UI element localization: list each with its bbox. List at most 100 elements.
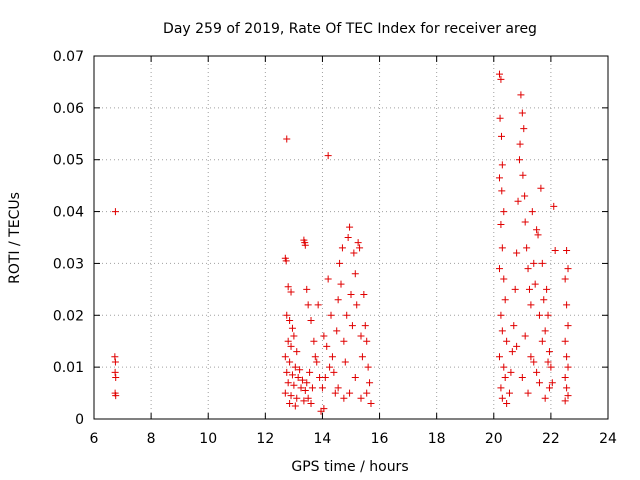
data-point bbox=[308, 384, 316, 392]
data-point bbox=[505, 389, 513, 397]
data-point bbox=[564, 322, 572, 330]
x-tick-label: 8 bbox=[147, 431, 156, 447]
data-point bbox=[331, 389, 339, 397]
data-point bbox=[541, 327, 549, 335]
data-point bbox=[497, 384, 505, 392]
data-point bbox=[286, 358, 294, 366]
data-point bbox=[524, 265, 532, 273]
data-point bbox=[364, 363, 372, 371]
data-point bbox=[287, 288, 295, 296]
data-point bbox=[111, 358, 119, 366]
data-point bbox=[533, 226, 541, 234]
data-point bbox=[498, 187, 506, 195]
data-point bbox=[561, 337, 569, 345]
data-point bbox=[550, 202, 558, 210]
data-point bbox=[290, 332, 298, 340]
data-point bbox=[564, 265, 572, 273]
y-tick-label: 0.06 bbox=[53, 101, 84, 117]
data-point bbox=[527, 301, 535, 309]
data-point bbox=[496, 114, 504, 122]
data-point bbox=[545, 348, 553, 356]
data-point bbox=[348, 322, 356, 330]
data-point bbox=[498, 161, 506, 169]
data-point bbox=[357, 332, 365, 340]
x-tick-labels: 6 8 10 12 14 16 18 20 22 24 bbox=[90, 431, 617, 447]
data-point bbox=[498, 394, 506, 402]
data-point bbox=[361, 322, 369, 330]
data-point bbox=[513, 249, 521, 257]
data-point bbox=[288, 324, 296, 332]
data-point bbox=[538, 337, 546, 345]
x-tick-label: 16 bbox=[371, 431, 389, 447]
data-point bbox=[313, 358, 321, 366]
data-point bbox=[366, 379, 374, 387]
data-point bbox=[535, 379, 543, 387]
data-point bbox=[497, 221, 505, 229]
data-point bbox=[346, 389, 354, 397]
x-tick-label: 6 bbox=[90, 431, 99, 447]
data-point bbox=[324, 152, 332, 160]
data-point bbox=[520, 125, 528, 133]
data-point bbox=[495, 265, 503, 273]
data-point bbox=[287, 342, 295, 350]
data-point bbox=[523, 244, 531, 252]
data-point bbox=[333, 327, 341, 335]
x-tick-label: 14 bbox=[314, 431, 332, 447]
data-point bbox=[521, 332, 529, 340]
data-point bbox=[356, 244, 364, 252]
data-point bbox=[353, 301, 361, 309]
data-point bbox=[320, 332, 328, 340]
y-tick-label: 0.07 bbox=[53, 49, 84, 65]
data-point bbox=[545, 384, 553, 392]
data-point bbox=[323, 342, 331, 350]
data-point bbox=[286, 316, 294, 324]
data-point bbox=[283, 368, 291, 376]
data-point bbox=[544, 358, 552, 366]
data-point bbox=[500, 275, 508, 283]
data-point bbox=[340, 337, 348, 345]
data-point bbox=[519, 171, 527, 179]
data-point bbox=[537, 184, 545, 192]
data-point bbox=[351, 270, 359, 278]
data-point bbox=[284, 337, 292, 345]
data-point bbox=[503, 399, 511, 407]
x-tick-label: 24 bbox=[599, 431, 617, 447]
data-point bbox=[561, 397, 569, 405]
data-point bbox=[540, 296, 548, 304]
data-point bbox=[341, 358, 349, 366]
data-point bbox=[530, 259, 538, 267]
data-point bbox=[297, 384, 305, 392]
data-point bbox=[306, 368, 314, 376]
grid bbox=[94, 56, 608, 419]
data-point bbox=[500, 208, 508, 216]
y-tick-label: 0.03 bbox=[53, 256, 84, 272]
data-point bbox=[495, 174, 503, 182]
data-point bbox=[350, 249, 358, 257]
data-point bbox=[358, 353, 366, 361]
y-tick-label: 0.05 bbox=[53, 153, 84, 169]
data-point bbox=[528, 208, 536, 216]
data-point bbox=[561, 374, 569, 382]
data-point bbox=[531, 280, 539, 288]
data-point bbox=[314, 301, 322, 309]
data-point bbox=[298, 376, 306, 384]
data-point bbox=[282, 257, 290, 265]
data-point bbox=[363, 337, 371, 345]
x-tick-label: 18 bbox=[428, 431, 446, 447]
data-point bbox=[283, 311, 291, 319]
data-point bbox=[551, 246, 559, 254]
data-point bbox=[284, 379, 292, 387]
data-point bbox=[561, 275, 569, 283]
data-point bbox=[503, 337, 511, 345]
data-point bbox=[543, 285, 551, 293]
data-point bbox=[533, 368, 541, 376]
data-point bbox=[521, 192, 529, 200]
y-tick-label: 0.02 bbox=[53, 308, 84, 324]
data-point bbox=[357, 394, 365, 402]
data-point bbox=[317, 407, 325, 415]
data-point bbox=[318, 384, 326, 392]
data-point bbox=[293, 394, 301, 402]
data-point bbox=[563, 301, 571, 309]
x-tick-label: 20 bbox=[485, 431, 503, 447]
x-tick-label: 22 bbox=[542, 431, 560, 447]
